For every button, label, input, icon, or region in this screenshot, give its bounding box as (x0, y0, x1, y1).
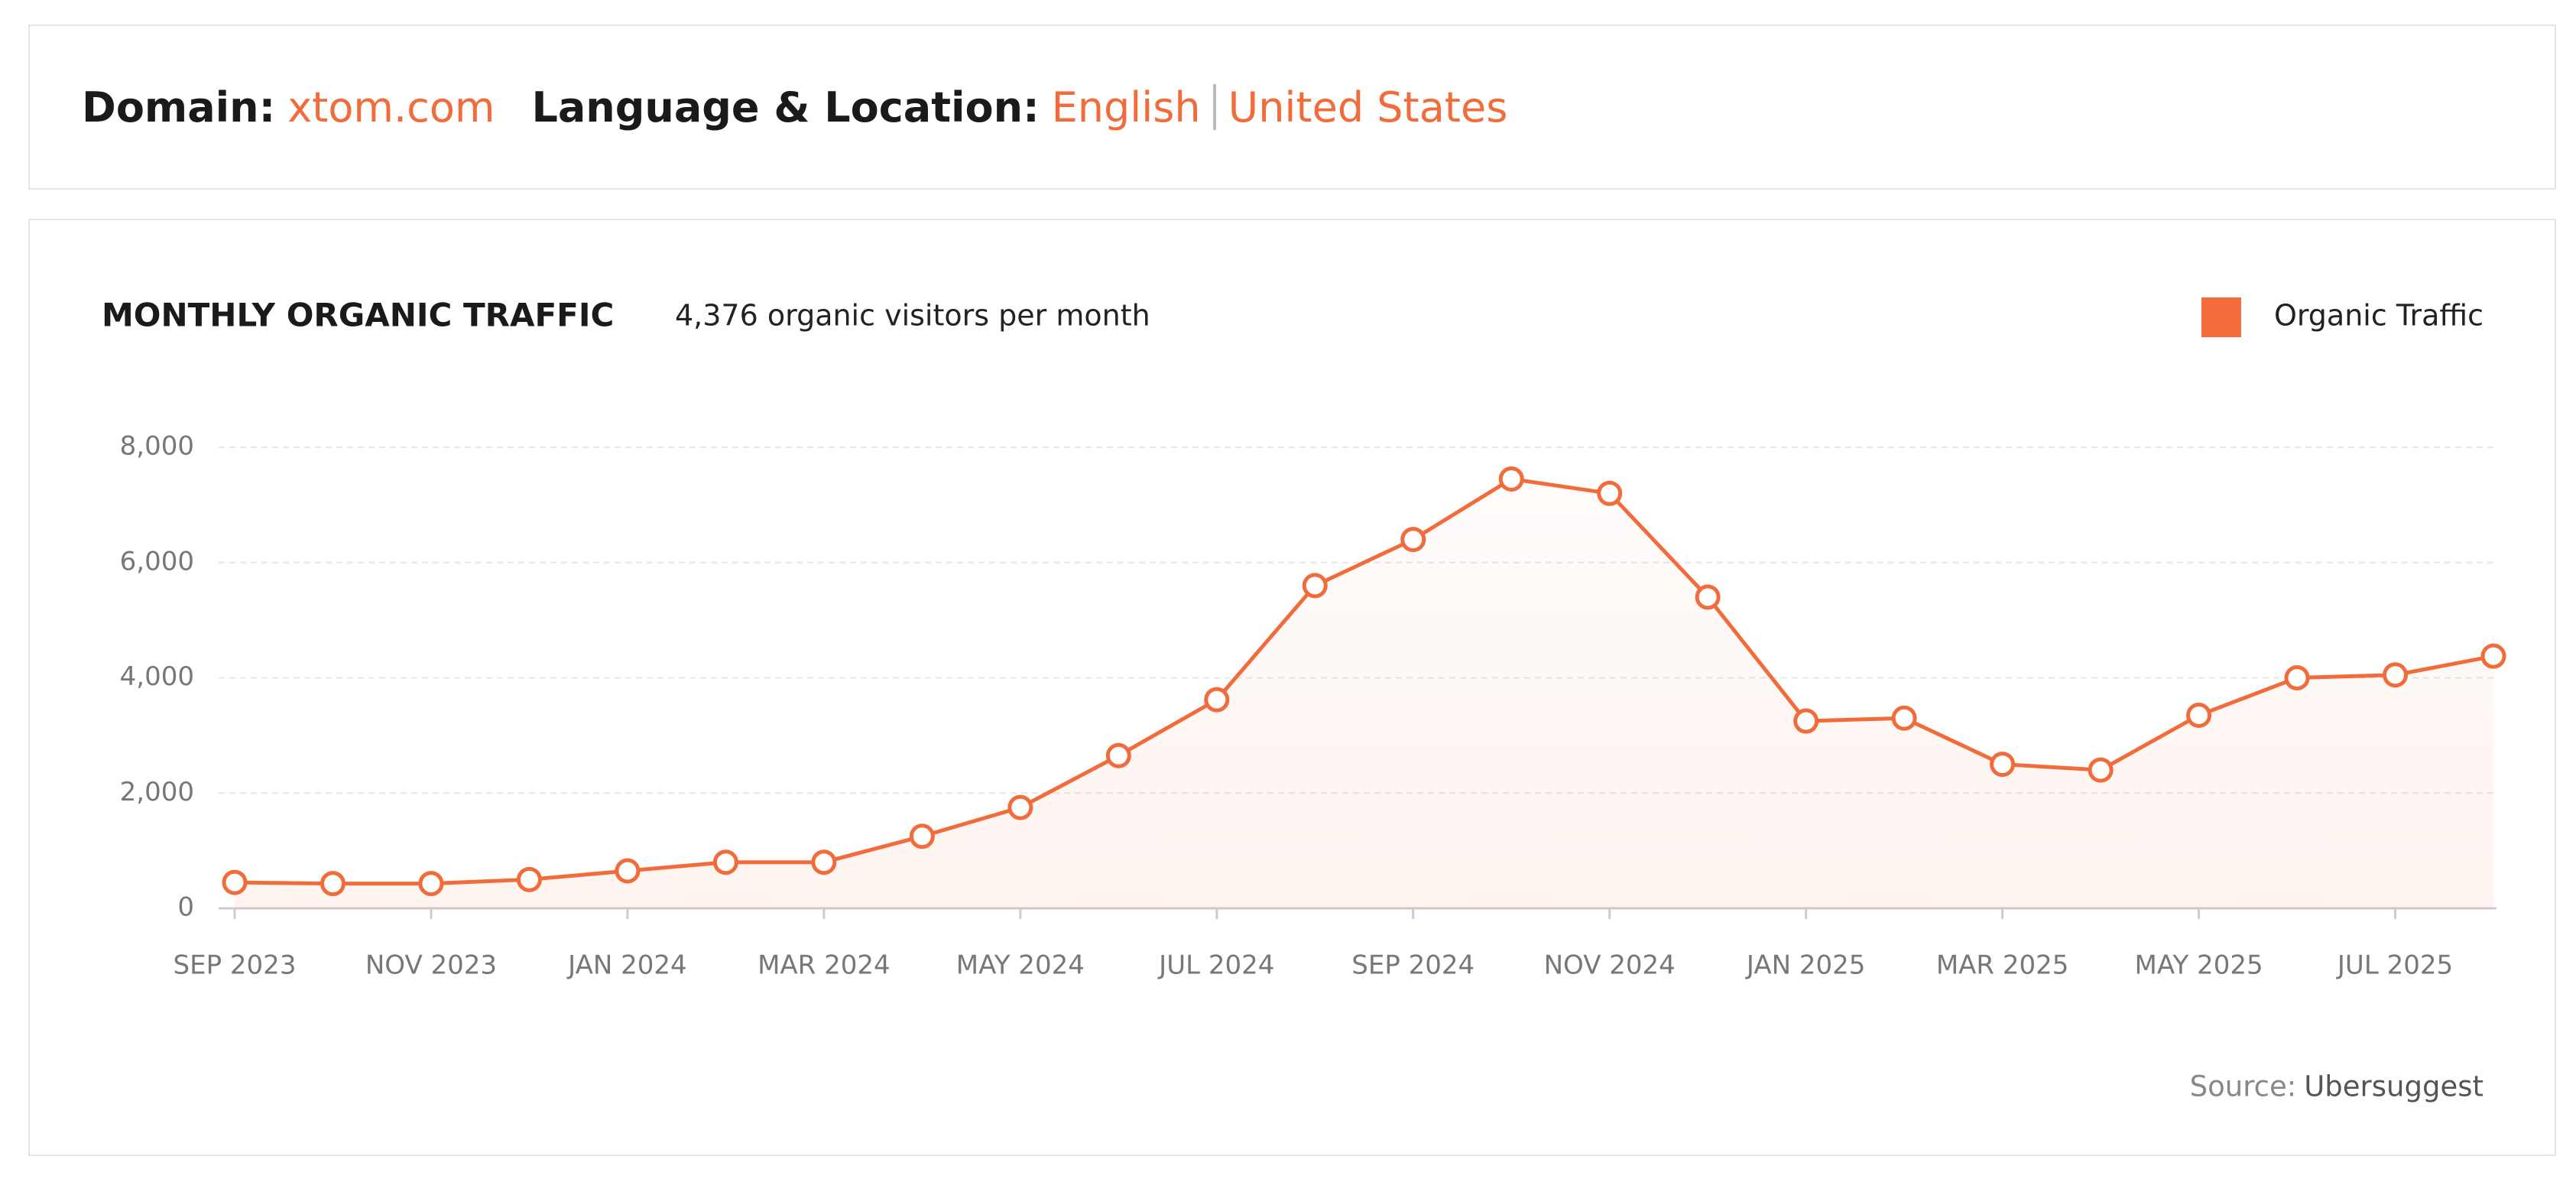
point (1793, 708, 1819, 734)
y-tick-label: 0 (177, 892, 194, 923)
y-tick-label: 8,000 (120, 431, 194, 462)
point (1105, 742, 1131, 768)
point (1990, 752, 2016, 778)
area (235, 479, 2493, 908)
source: Ubersuggest (2304, 1070, 2484, 1103)
location: United States (1228, 83, 1508, 132)
point (2480, 643, 2506, 669)
point (2186, 702, 2212, 728)
x-tick-label: JAN 2024 (566, 950, 686, 981)
header: Domain: xtom.com Language & Location: En… (28, 24, 2556, 190)
y-tick-label: 6,000 (120, 546, 194, 577)
x-tick-label: JUL 2024 (1157, 950, 1274, 981)
point (1597, 480, 1623, 506)
point (1400, 527, 1426, 553)
point (909, 823, 935, 849)
x-tick-label: MAY 2024 (956, 950, 1085, 981)
point (222, 869, 248, 895)
separator (1212, 84, 1216, 130)
domain-label: Domain: (82, 83, 276, 132)
point (1891, 705, 1917, 731)
x-tick-label: MAR 2025 (1936, 950, 2069, 981)
y-tick-label: 4,000 (120, 661, 194, 692)
point (1498, 466, 1524, 492)
x-tick-label: SEP 2024 (1351, 950, 1475, 981)
chart-panel (28, 219, 2556, 1156)
y-tick-label: 2,000 (120, 777, 194, 807)
x-tick-label: MAY 2025 (2135, 950, 2263, 981)
point (1204, 687, 1230, 713)
point (1302, 573, 1328, 599)
source-label: Source: (2190, 1070, 2297, 1103)
point (516, 866, 542, 892)
point (615, 858, 641, 884)
point (2383, 662, 2409, 688)
point (712, 849, 738, 875)
x-tick-label: MAR 2024 (758, 950, 891, 981)
chart-subtitle: 4,376 organic visitors per month (675, 299, 1150, 333)
chart-title: MONTHLY ORGANIC TRAFFIC (102, 297, 614, 334)
point (1007, 794, 1033, 820)
line (234, 476, 2494, 886)
location-label: Language & Location: (531, 83, 1040, 132)
language: English (1051, 83, 1201, 132)
point (1695, 584, 1721, 610)
x-tick-label: JUL 2025 (2336, 950, 2453, 981)
domain: xtom.com (287, 83, 495, 132)
x-tick-label: NOV 2024 (1544, 950, 1676, 981)
point (320, 871, 346, 897)
point (418, 871, 444, 897)
point (811, 849, 837, 875)
point (2284, 665, 2310, 690)
point (2088, 757, 2114, 783)
legend-swatch (2201, 297, 2241, 337)
x-tick-label: JAN 2025 (1745, 950, 1865, 981)
x-tick-label: NOV 2023 (365, 950, 497, 981)
x-tick-label: SEP 2023 (174, 950, 297, 981)
legend-label: Organic Traffic (2274, 299, 2484, 333)
